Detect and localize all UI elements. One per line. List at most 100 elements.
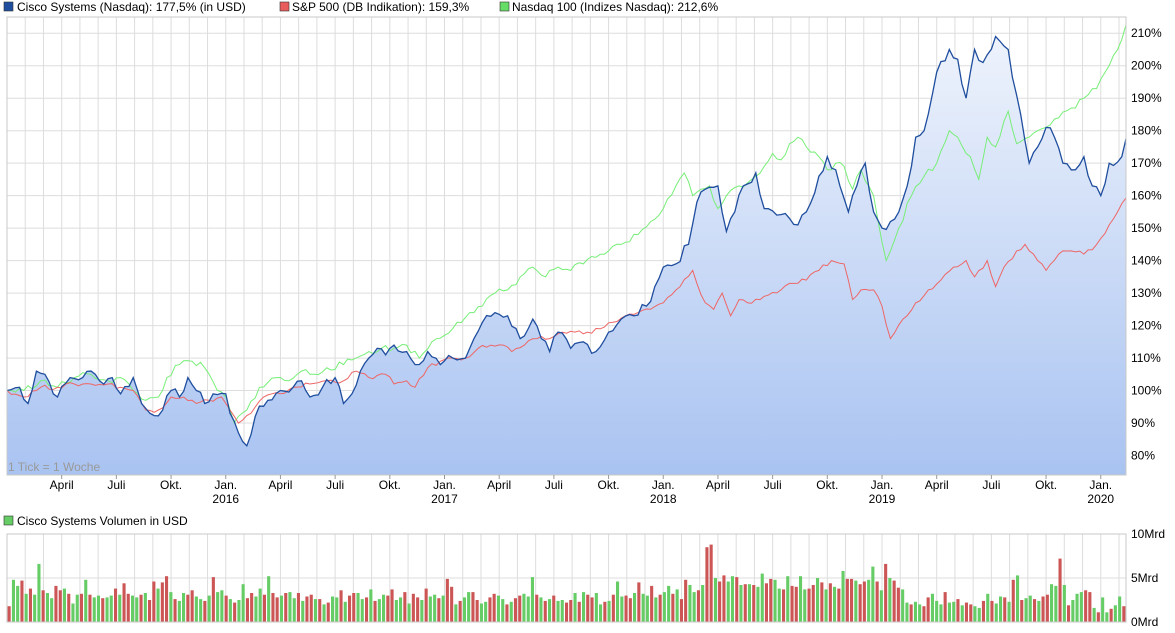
volume-bar bbox=[360, 599, 364, 622]
volume-bar bbox=[522, 593, 526, 622]
volume-bar bbox=[428, 596, 432, 622]
volume-bar bbox=[1016, 575, 1020, 622]
volume-bar bbox=[41, 590, 45, 622]
volume-bar bbox=[1075, 593, 1079, 622]
volume-bar bbox=[662, 592, 666, 622]
volume-bar bbox=[1007, 601, 1011, 622]
volume-bar bbox=[488, 597, 492, 622]
volume-bar bbox=[250, 593, 254, 622]
volume-bar bbox=[807, 588, 811, 622]
volume-bar bbox=[752, 585, 756, 622]
volume-bar bbox=[726, 581, 730, 622]
volume-bar bbox=[620, 596, 624, 622]
volume-bar bbox=[769, 578, 773, 622]
volume-bar bbox=[964, 602, 968, 622]
volume-bar bbox=[637, 582, 641, 622]
volume-bar bbox=[1084, 590, 1088, 622]
x-tick-label: Jan. bbox=[1089, 478, 1112, 492]
volume-bar bbox=[794, 586, 798, 622]
volume-bar bbox=[365, 597, 369, 622]
volume-bar bbox=[696, 590, 700, 622]
volume-bar bbox=[67, 593, 71, 622]
volume-bar bbox=[437, 598, 441, 622]
x-tick-label: Juli bbox=[764, 478, 782, 492]
y-tick-label: 120% bbox=[1131, 319, 1162, 333]
volume-bar bbox=[556, 600, 560, 622]
volume-bar bbox=[939, 604, 943, 622]
volume-bar bbox=[224, 595, 228, 622]
volume-bar bbox=[675, 589, 679, 622]
volume-bar bbox=[799, 576, 803, 622]
volume-bar bbox=[679, 599, 683, 622]
volume-bar bbox=[743, 584, 747, 622]
y-tick-label: 140% bbox=[1131, 254, 1162, 268]
volume-bar bbox=[594, 593, 598, 622]
volume-bar bbox=[607, 600, 611, 622]
volume-bar bbox=[1054, 585, 1058, 622]
volume-bar bbox=[654, 597, 658, 622]
x-tick-label: Jan. bbox=[214, 478, 237, 492]
volume-bar bbox=[267, 576, 271, 622]
volume-bar bbox=[960, 605, 964, 622]
volume-bar bbox=[688, 585, 692, 622]
volume-bar bbox=[973, 606, 977, 622]
y-tick-label: 190% bbox=[1131, 91, 1162, 105]
y-tick-label: 170% bbox=[1131, 156, 1162, 170]
volume-bar bbox=[458, 600, 462, 622]
volume-bar bbox=[114, 588, 118, 622]
volume-bar bbox=[288, 592, 292, 622]
volume-bar bbox=[88, 594, 92, 622]
volume-bar bbox=[718, 581, 722, 622]
volume-bar bbox=[220, 590, 224, 622]
volume-bar bbox=[667, 585, 671, 622]
volume-bar bbox=[24, 593, 28, 622]
volume-bar bbox=[1096, 612, 1100, 622]
volume-bar bbox=[845, 578, 849, 622]
volume-bar bbox=[416, 597, 420, 622]
volume-legend-label: Cisco Systems Volumen in USD bbox=[17, 514, 188, 528]
legend-swatch-nasdaq bbox=[499, 1, 510, 12]
volume-bar bbox=[1020, 600, 1024, 622]
volume-bar bbox=[713, 578, 717, 622]
volume-bar bbox=[369, 589, 373, 622]
volume-bar bbox=[552, 595, 556, 622]
volume-bar bbox=[462, 597, 466, 622]
volume-bar bbox=[177, 600, 181, 622]
volume-bar bbox=[1058, 558, 1062, 622]
volume-bar bbox=[1101, 597, 1105, 622]
volume-bar bbox=[764, 583, 768, 622]
legend-swatch-cisco bbox=[3, 1, 14, 12]
volume-bar bbox=[1109, 608, 1113, 622]
volume-bar bbox=[1118, 596, 1122, 622]
x-tick-label: Juli bbox=[326, 478, 344, 492]
volume-bar bbox=[1024, 598, 1028, 622]
volume-bar bbox=[901, 589, 905, 622]
volume-bar bbox=[603, 601, 607, 622]
volume-bar bbox=[475, 600, 479, 622]
volume-bar bbox=[816, 578, 820, 622]
volume-bar bbox=[284, 593, 288, 622]
volume-bar bbox=[58, 590, 62, 622]
volume-bar bbox=[1028, 595, 1032, 622]
volume-bar bbox=[918, 604, 922, 622]
volume-bar bbox=[790, 585, 794, 622]
volume-bar bbox=[628, 598, 632, 622]
legend-swatch-sp500 bbox=[279, 1, 290, 12]
volume-bar bbox=[892, 580, 896, 622]
volume-bar bbox=[820, 582, 824, 622]
cisco-area bbox=[7, 36, 1126, 475]
volume-bar bbox=[228, 599, 232, 622]
volume-bar bbox=[1122, 606, 1126, 622]
volume-bar bbox=[705, 547, 709, 622]
volume-bar bbox=[390, 589, 394, 622]
volume-bar bbox=[343, 601, 347, 622]
volume-bar bbox=[658, 594, 662, 622]
volume-bar bbox=[641, 593, 645, 622]
volume-bar bbox=[84, 579, 88, 622]
volume-bar bbox=[560, 600, 564, 622]
volume-bar bbox=[318, 599, 322, 622]
x-tick-label: Okt. bbox=[816, 478, 838, 492]
volume-bar bbox=[271, 593, 275, 622]
legend-label-nasdaq: Nasdaq 100 (Indizes Nasdaq): 212,6% bbox=[512, 0, 718, 14]
volume-bar bbox=[309, 594, 313, 622]
